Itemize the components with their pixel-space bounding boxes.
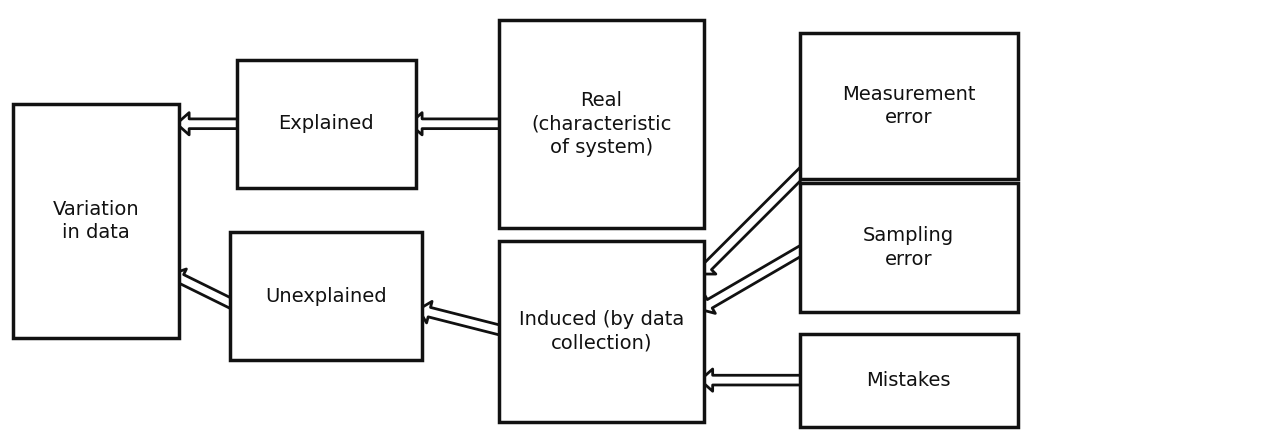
FancyBboxPatch shape (800, 33, 1018, 179)
FancyBboxPatch shape (230, 232, 422, 360)
Text: Real
(characteristic
of system): Real (characteristic of system) (531, 91, 672, 157)
Text: Variation
in data: Variation in data (52, 200, 140, 242)
Text: Induced (by data
collection): Induced (by data collection) (518, 310, 685, 353)
FancyBboxPatch shape (499, 241, 704, 422)
FancyBboxPatch shape (13, 104, 179, 338)
Text: Measurement
error: Measurement error (842, 85, 975, 127)
Text: Unexplained: Unexplained (265, 287, 388, 305)
Text: Mistakes: Mistakes (867, 371, 951, 389)
FancyBboxPatch shape (800, 334, 1018, 427)
FancyBboxPatch shape (800, 183, 1018, 312)
Text: Explained: Explained (279, 114, 374, 133)
Text: Sampling
error: Sampling error (863, 226, 955, 269)
FancyBboxPatch shape (499, 20, 704, 228)
FancyBboxPatch shape (237, 60, 416, 188)
